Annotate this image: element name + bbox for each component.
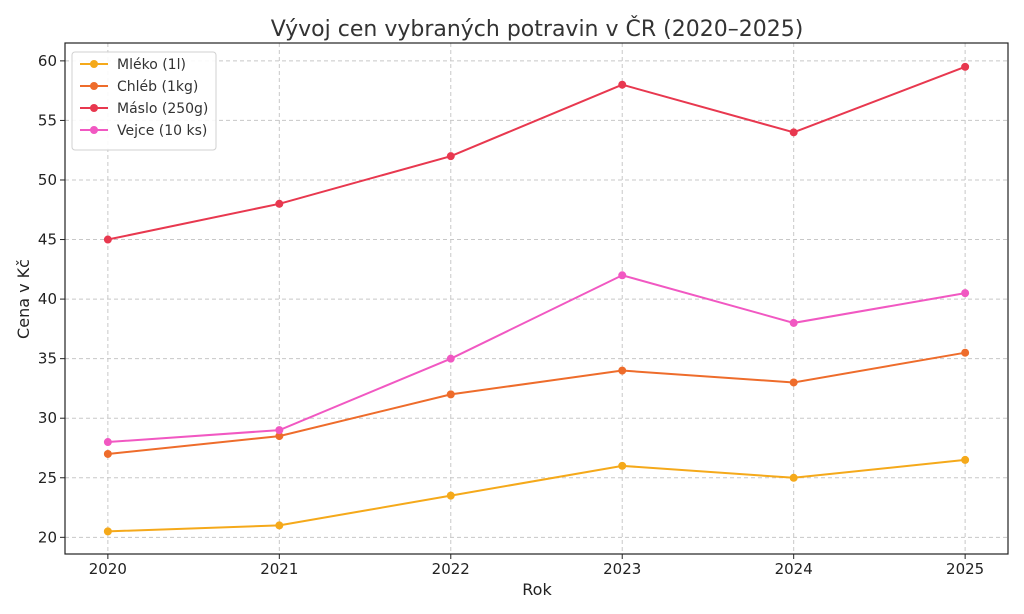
legend-box bbox=[71, 51, 217, 151]
data-point bbox=[275, 199, 284, 208]
series-1 bbox=[103, 348, 970, 458]
data-point bbox=[103, 527, 112, 536]
series-2 bbox=[103, 62, 970, 244]
y-tick-label: 45 bbox=[38, 231, 57, 249]
series-3 bbox=[103, 271, 970, 447]
series-lines bbox=[103, 62, 970, 536]
chart-title: Vývoj cen vybraných potravin v ČR (2020–… bbox=[271, 16, 804, 42]
data-point bbox=[961, 455, 970, 464]
grid bbox=[65, 43, 1008, 554]
legend-item: Máslo (250g) bbox=[80, 101, 208, 117]
data-point bbox=[103, 438, 112, 447]
plot-area-frame bbox=[64, 42, 1009, 555]
data-point bbox=[961, 348, 970, 357]
x-tick-label: 2021 bbox=[260, 560, 298, 578]
data-point bbox=[446, 354, 455, 363]
data-point bbox=[961, 62, 970, 71]
data-point bbox=[618, 80, 627, 89]
series-line bbox=[107, 458, 966, 533]
data-point bbox=[446, 390, 455, 399]
x-tick-label: 2020 bbox=[89, 560, 127, 578]
legend: Mléko (1l) Chléb (1kg) Máslo (250g) Vejce (… bbox=[71, 51, 217, 151]
legend-marker bbox=[90, 82, 98, 90]
axis-ticks: 2020 2021 2022 2023 2024 20252025303540455055… bbox=[38, 52, 984, 578]
y-tick-label: 40 bbox=[38, 290, 57, 308]
x-tick-label: 2025 bbox=[946, 560, 984, 578]
data-point bbox=[618, 461, 627, 470]
data-point bbox=[275, 521, 284, 530]
legend-marker bbox=[90, 126, 98, 134]
legend-label: Vejce (10 ks) bbox=[117, 123, 207, 139]
x-tick-label: 2022 bbox=[432, 560, 470, 578]
x-axis-label: Rok bbox=[522, 580, 552, 599]
data-point bbox=[789, 318, 798, 327]
data-point bbox=[961, 289, 970, 298]
y-tick-label: 60 bbox=[38, 52, 57, 70]
series-line bbox=[107, 274, 966, 444]
y-tick-label: 35 bbox=[38, 350, 57, 368]
legend-marker bbox=[90, 104, 98, 112]
data-point bbox=[103, 449, 112, 458]
data-point bbox=[618, 366, 627, 375]
x-tick-label: 2023 bbox=[603, 560, 641, 578]
data-point bbox=[446, 491, 455, 500]
legend-label: Mléko (1l) bbox=[117, 57, 186, 73]
series-line bbox=[107, 351, 966, 455]
data-point bbox=[789, 378, 798, 387]
series-line bbox=[107, 65, 966, 241]
data-point bbox=[789, 128, 798, 137]
legend-label: Chléb (1kg) bbox=[117, 79, 198, 95]
y-tick-label: 20 bbox=[38, 528, 57, 546]
legend-item: Vejce (10 ks) bbox=[80, 123, 207, 139]
y-tick-label: 25 bbox=[38, 469, 57, 487]
data-point bbox=[446, 152, 455, 161]
data-point bbox=[103, 235, 112, 244]
y-tick-label: 50 bbox=[38, 171, 57, 189]
y-axis-label: Cena v Kč bbox=[14, 259, 33, 339]
x-tick-label: 2024 bbox=[775, 560, 813, 578]
data-point bbox=[789, 473, 798, 482]
legend-label: Máslo (250g) bbox=[117, 101, 208, 117]
y-tick-label: 30 bbox=[38, 409, 57, 427]
legend-marker bbox=[90, 60, 98, 68]
data-point bbox=[275, 432, 284, 441]
data-point bbox=[618, 271, 627, 280]
legend-item: Mléko (1l) bbox=[80, 57, 186, 73]
y-tick-label: 55 bbox=[38, 111, 57, 129]
data-point bbox=[275, 426, 284, 435]
series-0 bbox=[103, 455, 970, 536]
legend-item: Chléb (1kg) bbox=[80, 79, 198, 95]
